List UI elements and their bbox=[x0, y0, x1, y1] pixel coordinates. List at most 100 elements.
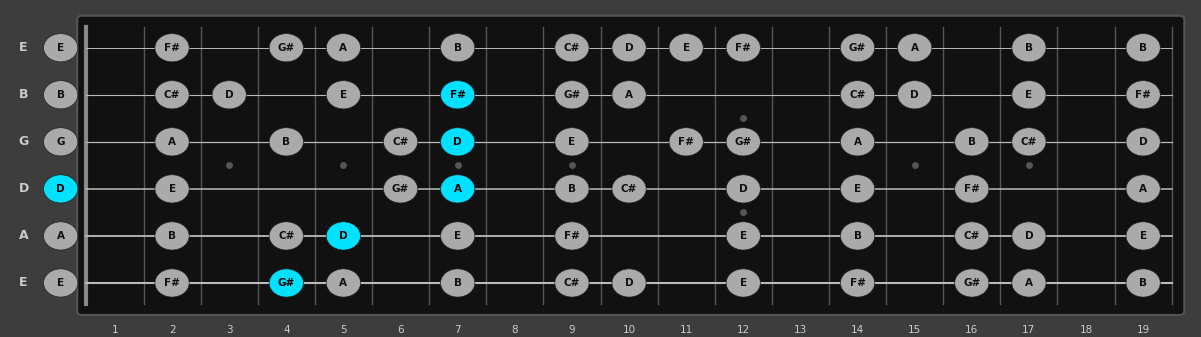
Text: 3: 3 bbox=[226, 325, 233, 335]
Circle shape bbox=[269, 222, 304, 250]
Text: E: E bbox=[568, 137, 575, 147]
Text: E: E bbox=[1140, 231, 1147, 241]
Circle shape bbox=[613, 81, 646, 109]
Text: G#: G# bbox=[277, 43, 295, 53]
Text: 18: 18 bbox=[1080, 325, 1093, 335]
Text: G: G bbox=[56, 137, 65, 147]
Circle shape bbox=[441, 175, 474, 203]
Text: C#: C# bbox=[279, 231, 294, 241]
Text: C#: C# bbox=[163, 90, 180, 100]
Text: A: A bbox=[910, 43, 919, 53]
Text: B: B bbox=[282, 137, 291, 147]
Text: 4: 4 bbox=[283, 325, 289, 335]
Text: E: E bbox=[1026, 90, 1033, 100]
Circle shape bbox=[441, 81, 474, 109]
Text: B: B bbox=[56, 90, 65, 100]
Text: 10: 10 bbox=[622, 325, 635, 335]
Circle shape bbox=[1127, 128, 1160, 156]
Circle shape bbox=[383, 175, 418, 203]
Circle shape bbox=[327, 81, 360, 109]
Text: C#: C# bbox=[621, 184, 638, 194]
Circle shape bbox=[213, 81, 246, 109]
Text: 5: 5 bbox=[340, 325, 347, 335]
Circle shape bbox=[43, 175, 78, 203]
Text: D: D bbox=[56, 184, 65, 194]
Text: E: E bbox=[682, 43, 689, 53]
Circle shape bbox=[441, 269, 474, 297]
Circle shape bbox=[555, 175, 588, 203]
Text: G#: G# bbox=[392, 184, 410, 194]
Circle shape bbox=[669, 34, 704, 62]
Text: A: A bbox=[1024, 278, 1033, 288]
Text: B: B bbox=[1024, 43, 1033, 53]
Circle shape bbox=[43, 269, 78, 297]
Text: B: B bbox=[854, 231, 861, 241]
Text: D: D bbox=[339, 231, 348, 241]
Circle shape bbox=[555, 222, 588, 250]
Circle shape bbox=[155, 175, 190, 203]
Circle shape bbox=[1011, 34, 1046, 62]
Text: D: D bbox=[739, 184, 748, 194]
Circle shape bbox=[269, 34, 304, 62]
Circle shape bbox=[327, 34, 360, 62]
Text: 9: 9 bbox=[568, 325, 575, 335]
Circle shape bbox=[155, 34, 190, 62]
Circle shape bbox=[269, 269, 304, 297]
Text: C#: C# bbox=[1021, 137, 1038, 147]
Text: 8: 8 bbox=[512, 325, 518, 335]
Circle shape bbox=[841, 34, 874, 62]
Text: D: D bbox=[453, 137, 462, 147]
Text: E: E bbox=[740, 231, 747, 241]
Text: E: E bbox=[19, 41, 28, 54]
Text: F#: F# bbox=[964, 184, 980, 194]
Text: A: A bbox=[1140, 184, 1147, 194]
Text: B: B bbox=[454, 43, 461, 53]
Text: A: A bbox=[454, 184, 461, 194]
Text: C#: C# bbox=[563, 278, 580, 288]
Text: 1: 1 bbox=[112, 325, 118, 335]
Text: G#: G# bbox=[963, 278, 980, 288]
Text: B: B bbox=[19, 88, 29, 101]
Text: E: E bbox=[340, 90, 347, 100]
Circle shape bbox=[841, 222, 874, 250]
Circle shape bbox=[955, 269, 988, 297]
Circle shape bbox=[327, 269, 360, 297]
Text: 14: 14 bbox=[852, 325, 865, 335]
Circle shape bbox=[1011, 222, 1046, 250]
FancyBboxPatch shape bbox=[77, 16, 1184, 315]
Circle shape bbox=[441, 222, 474, 250]
Circle shape bbox=[897, 34, 932, 62]
Circle shape bbox=[441, 128, 474, 156]
Text: 11: 11 bbox=[680, 325, 693, 335]
Circle shape bbox=[727, 269, 760, 297]
Text: B: B bbox=[454, 278, 461, 288]
Circle shape bbox=[897, 81, 932, 109]
Circle shape bbox=[841, 81, 874, 109]
Text: F#: F# bbox=[849, 278, 866, 288]
Text: D: D bbox=[225, 90, 233, 100]
Circle shape bbox=[841, 175, 874, 203]
Text: F#: F# bbox=[165, 278, 180, 288]
Circle shape bbox=[727, 175, 760, 203]
Text: D: D bbox=[1139, 137, 1147, 147]
Text: C#: C# bbox=[963, 231, 980, 241]
Text: G#: G# bbox=[735, 137, 752, 147]
Text: C#: C# bbox=[563, 43, 580, 53]
Circle shape bbox=[727, 34, 760, 62]
Circle shape bbox=[669, 128, 704, 156]
Text: A: A bbox=[340, 278, 347, 288]
Text: A: A bbox=[625, 90, 633, 100]
Circle shape bbox=[613, 175, 646, 203]
Text: B: B bbox=[1140, 278, 1147, 288]
Text: A: A bbox=[854, 137, 861, 147]
Circle shape bbox=[955, 128, 988, 156]
Text: 19: 19 bbox=[1136, 325, 1149, 335]
Circle shape bbox=[727, 222, 760, 250]
Circle shape bbox=[1127, 222, 1160, 250]
Text: G: G bbox=[18, 135, 29, 148]
Text: A: A bbox=[168, 137, 177, 147]
Circle shape bbox=[727, 128, 760, 156]
Text: 7: 7 bbox=[454, 325, 461, 335]
Text: F#: F# bbox=[564, 231, 580, 241]
Text: B: B bbox=[968, 137, 975, 147]
